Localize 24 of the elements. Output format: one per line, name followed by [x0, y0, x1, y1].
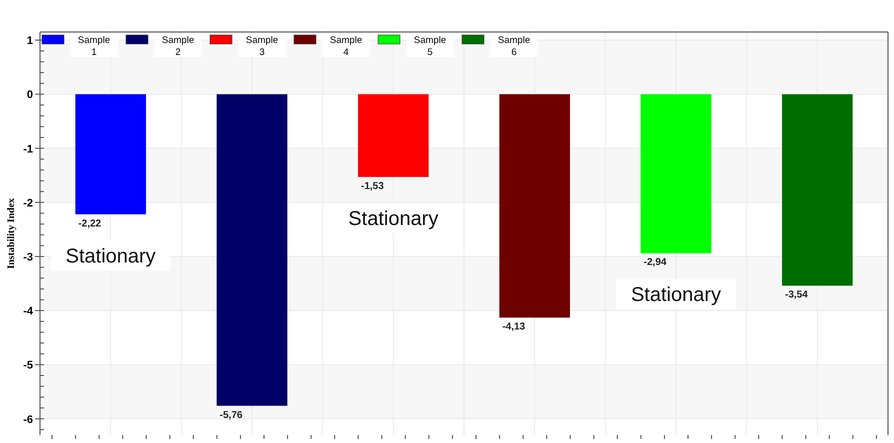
data-label: -2,94 — [644, 257, 667, 268]
data-label: -3,54 — [785, 290, 808, 301]
data-label: -5,76 — [220, 410, 243, 421]
y-tick-label: 1 — [26, 35, 33, 48]
data-label: -4,13 — [502, 322, 526, 333]
annotation: Stationary — [348, 208, 438, 230]
legend-label: Sample 5 — [414, 35, 446, 58]
y-tick-label: -1 — [23, 143, 33, 156]
annotation: Stationary — [630, 284, 722, 306]
annotation: Stationary — [66, 245, 156, 268]
legend-label: Sample 1 — [78, 35, 110, 58]
legend-label: Sample 3 — [246, 35, 278, 58]
legend-label: Sample 6 — [498, 35, 530, 58]
y-axis-title: Instability Index — [6, 198, 17, 269]
y-tick-label: -4 — [23, 306, 34, 318]
legend-label: Sample 4 — [330, 35, 362, 58]
y-tick-label: -2 — [23, 197, 33, 210]
y-tick-label: -6 — [23, 414, 33, 426]
data-label: -1,53 — [361, 180, 384, 192]
y-tick-label: -5 — [23, 360, 33, 372]
data-label: -2,22 — [78, 218, 102, 230]
legend-label: Sample 2 — [162, 35, 194, 58]
y-tick-label: 0 — [26, 89, 33, 102]
y-tick-label: -3 — [23, 251, 33, 264]
